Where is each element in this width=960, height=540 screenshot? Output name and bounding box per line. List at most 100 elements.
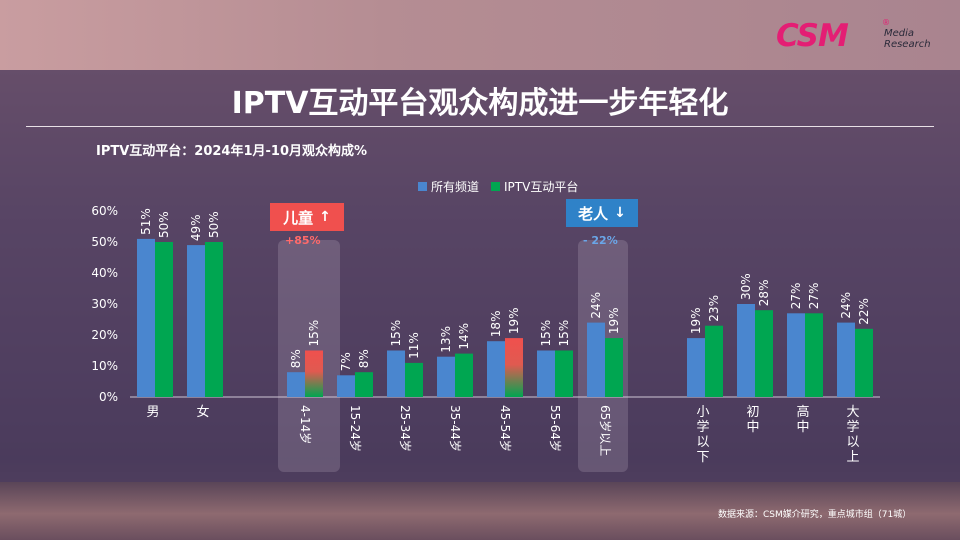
data-label: 13% <box>439 326 453 353</box>
x-tick-label: 中 <box>746 420 759 435</box>
bar-iptv <box>355 372 373 397</box>
logo-line2: Research <box>884 39 931 50</box>
bar-iptv <box>705 325 723 397</box>
legend-item-iptv: IPTV互动平台 <box>491 178 578 195</box>
top-banner <box>0 0 960 70</box>
x-tick-label: 中 <box>796 420 809 435</box>
arrow-up-icon: ↑ <box>319 209 331 225</box>
callout-kids-value: +85% <box>285 234 321 247</box>
bar-all-channels <box>137 238 155 397</box>
x-tick-label: 35-44岁 <box>448 405 463 452</box>
legend-swatch-all-channels <box>418 182 427 191</box>
legend-item-all-channels: 所有频道 <box>418 178 479 195</box>
data-label: 19% <box>507 307 521 334</box>
x-tick-label: 65岁以上 <box>598 405 613 456</box>
bar-iptv <box>555 350 573 397</box>
csm-logo: CSM ® Media Research <box>776 18 946 58</box>
logo-brand: CSM <box>776 18 849 54</box>
data-label: 15% <box>557 320 571 347</box>
x-tick-label: 学 <box>696 419 709 435</box>
bar-iptv <box>755 310 773 397</box>
y-tick-label: 0% <box>99 390 118 404</box>
x-tick-label: 男 <box>146 405 159 420</box>
bar-iptv <box>605 338 623 397</box>
logo-line1: Media <box>884 28 915 39</box>
x-tick-label: 25-34岁 <box>398 405 413 452</box>
chart-legend: 所有频道 IPTV互动平台 <box>418 178 590 195</box>
x-tick-label: 学 <box>846 419 859 435</box>
data-label: 19% <box>689 307 703 334</box>
data-label: 23% <box>707 295 721 322</box>
data-label: 19% <box>607 307 621 334</box>
x-tick-label: 以 <box>846 435 859 450</box>
data-label: 15% <box>539 320 553 347</box>
data-source-note: 数据来源：CSM媒介研究，重点城市组（71城） <box>718 510 912 520</box>
bar-all-channels <box>337 375 355 397</box>
x-tick-label: 4-14岁 <box>298 405 313 444</box>
data-label: 8% <box>289 349 303 368</box>
data-label: 27% <box>807 283 821 310</box>
x-tick-label: 女 <box>196 404 209 420</box>
x-tick-label: 下 <box>696 450 709 465</box>
data-label: 15% <box>389 320 403 347</box>
x-tick-label: 大 <box>846 405 859 420</box>
page-title: IPTV互动平台观众构成进一步年轻化 <box>231 86 729 121</box>
bottom-banner <box>0 482 960 540</box>
bar-all-channels <box>387 350 405 397</box>
x-tick-label: 上 <box>846 450 859 465</box>
legend-swatch-iptv <box>491 182 501 191</box>
x-tick-label: 45-54岁 <box>498 405 513 452</box>
y-tick-label: 60% <box>91 204 118 218</box>
bar-iptv <box>855 328 873 397</box>
arrow-down-icon: ↓ <box>614 205 626 221</box>
callout-old-label: 老人 <box>578 204 609 223</box>
legend-label-all-channels: 所有频道 <box>431 180 480 194</box>
y-tick-label: 40% <box>91 266 118 280</box>
x-tick-label: 初 <box>746 405 759 420</box>
bar-iptv <box>205 242 223 397</box>
data-label: 27% <box>789 283 803 310</box>
callout-old-value: - 22% <box>583 234 618 247</box>
x-tick-label: 小 <box>696 405 709 420</box>
data-label: 51% <box>139 208 153 235</box>
x-tick-label: 55-64岁 <box>548 405 563 452</box>
data-label: 49% <box>189 214 203 241</box>
bar-iptv <box>155 242 173 397</box>
legend-label-iptv: IPTV互动平台 <box>504 180 579 194</box>
bar-all-channels <box>787 313 805 397</box>
data-label: 8% <box>357 349 371 368</box>
data-label: 11% <box>407 332 421 359</box>
data-label: 28% <box>757 280 771 307</box>
logo-registered-mark: ® <box>882 18 890 27</box>
bar-all-channels <box>587 322 605 397</box>
bar-all-channels <box>687 338 705 397</box>
bar-iptv <box>405 362 423 397</box>
bar-all-channels <box>187 245 205 397</box>
y-tick-label: 20% <box>91 328 118 342</box>
bar-all-channels <box>537 350 555 397</box>
data-label: 30% <box>739 273 753 300</box>
bar-iptv <box>505 338 523 397</box>
data-label: 18% <box>489 311 503 338</box>
data-label: 50% <box>207 211 221 238</box>
chart-subtitle: IPTV互动平台：2024年1月-10月观众构成% <box>96 144 368 159</box>
bar-all-channels <box>437 356 455 397</box>
data-label: 24% <box>589 292 603 319</box>
data-label: 50% <box>157 211 171 238</box>
data-label: 7% <box>339 352 353 371</box>
data-label: 24% <box>839 292 853 319</box>
data-label: 14% <box>457 323 471 350</box>
bar-iptv <box>305 350 323 397</box>
x-tick-label: 15-24岁 <box>348 405 363 452</box>
callout-kids: 儿童 ↑ <box>270 203 344 231</box>
data-label: 22% <box>857 298 871 325</box>
bar-all-channels <box>737 304 755 397</box>
bar-iptv <box>455 353 473 397</box>
x-tick-label: 以 <box>696 435 709 450</box>
callout-kids-label: 儿童 <box>283 208 314 227</box>
y-tick-label: 50% <box>91 235 118 249</box>
bar-all-channels <box>487 341 505 397</box>
bar-all-channels <box>287 372 305 397</box>
y-tick-label: 30% <box>91 297 118 311</box>
title-divider <box>26 126 934 127</box>
